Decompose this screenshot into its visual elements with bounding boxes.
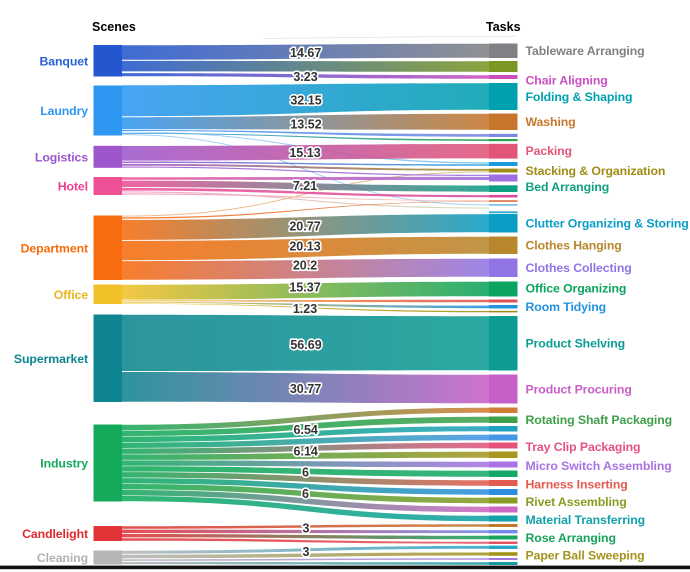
svg-text:3: 3 (303, 545, 310, 559)
svg-text:3: 3 (303, 522, 310, 536)
svg-text:15.13: 15.13 (289, 146, 320, 160)
svg-text:7.21: 7.21 (293, 179, 317, 193)
svg-text:Laundry: Laundry (40, 104, 88, 118)
svg-text:Rotating Shaft Packaging: Rotating Shaft Packaging (526, 413, 673, 427)
svg-text:Office Organizing: Office Organizing (526, 282, 627, 296)
svg-text:Banquet: Banquet (40, 54, 89, 68)
svg-text:Clutter Organizing & Storing: Clutter Organizing & Storing (526, 217, 689, 231)
svg-text:Rose Arranging: Rose Arranging (526, 531, 616, 545)
svg-text:6.14: 6.14 (294, 444, 318, 458)
svg-text:Room Tidying: Room Tidying (526, 300, 607, 314)
svg-text:Industry: Industry (40, 457, 88, 471)
svg-text:3.23: 3.23 (293, 70, 317, 84)
svg-text:Rivet Assembling: Rivet Assembling (526, 495, 627, 509)
svg-text:Tasks: Tasks (486, 20, 521, 34)
svg-text:Material Transferring: Material Transferring (526, 513, 646, 527)
svg-text:13.52: 13.52 (290, 118, 321, 132)
svg-text:Tableware Arranging: Tableware Arranging (526, 44, 645, 58)
svg-text:Tray Clip Packaging: Tray Clip Packaging (526, 440, 641, 454)
svg-text:Clothes Hanging: Clothes Hanging (526, 239, 622, 253)
svg-text:6: 6 (302, 487, 309, 501)
svg-text:Product Shelving: Product Shelving (526, 337, 626, 351)
svg-text:56.69: 56.69 (290, 338, 321, 352)
svg-text:32.15: 32.15 (290, 94, 321, 108)
svg-text:Scenes: Scenes (92, 20, 136, 34)
svg-text:Logistics: Logistics (35, 150, 88, 164)
svg-text:Bed Arranging: Bed Arranging (526, 180, 610, 194)
svg-text:Product Procuring: Product Procuring (526, 382, 632, 396)
svg-text:20.13: 20.13 (289, 240, 320, 254)
svg-text:14.67: 14.67 (290, 46, 321, 60)
svg-text:Hotel: Hotel (58, 180, 88, 194)
svg-text:15.37: 15.37 (289, 281, 320, 295)
svg-text:Micro Switch Assembling: Micro Switch Assembling (526, 459, 672, 473)
svg-text:Supermarket: Supermarket (14, 352, 88, 366)
svg-text:Packing: Packing (526, 144, 572, 158)
svg-text:Cleaning: Cleaning (37, 551, 88, 565)
svg-text:Office: Office (54, 288, 89, 302)
svg-text:Harness Inserting: Harness Inserting (526, 478, 628, 492)
svg-text:Department: Department (21, 241, 88, 255)
svg-text:Clothes Collecting: Clothes Collecting (526, 261, 632, 275)
svg-text:Chair Aligning: Chair Aligning (526, 73, 608, 87)
svg-text:Washing: Washing (526, 115, 576, 129)
svg-text:6: 6 (302, 466, 309, 480)
svg-text:1.23: 1.23 (293, 302, 317, 316)
svg-text:Candlelight: Candlelight (22, 527, 88, 541)
svg-text:Folding & Shaping: Folding & Shaping (526, 90, 633, 104)
svg-text:Paper Ball Sweeping: Paper Ball Sweeping (526, 549, 645, 563)
svg-text:20.77: 20.77 (289, 219, 320, 233)
svg-text:6.54: 6.54 (294, 423, 318, 437)
svg-text:Stacking & Organization: Stacking & Organization (526, 164, 666, 178)
svg-text:20.2: 20.2 (293, 259, 317, 273)
svg-text:30.77: 30.77 (290, 382, 321, 396)
